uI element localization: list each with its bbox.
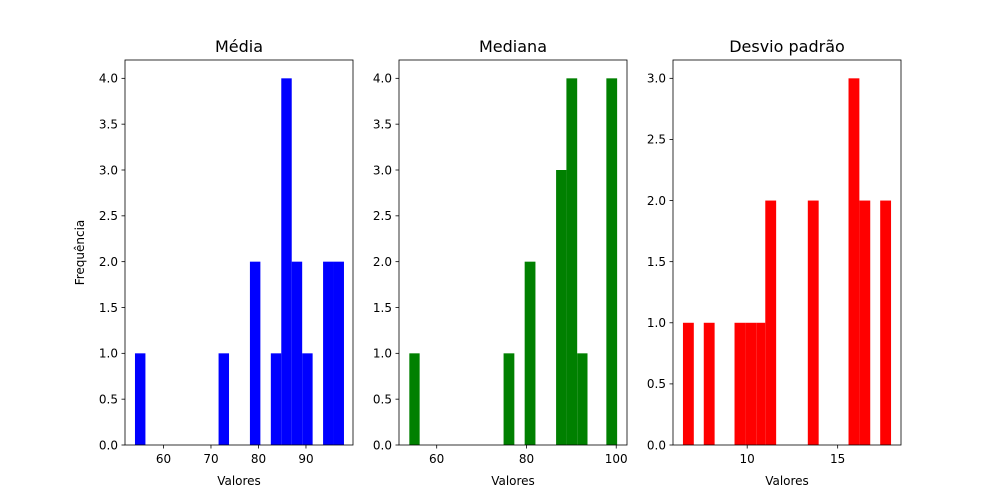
y-tick-label: 3.5 — [99, 117, 118, 131]
x-axis-label: Valores — [491, 474, 535, 488]
y-tick-label: 0.5 — [373, 392, 392, 406]
histogram-bar — [577, 353, 588, 445]
y-tick-label: 3.5 — [373, 117, 392, 131]
x-tick-label: 80 — [251, 452, 266, 466]
subplot-1: 0.0 0.5 1.0 1.5 2.0 2.5 3.0 3.5 4.0 60 70 80 90 Média… — [73, 37, 354, 488]
y-tick-label: 1.5 — [647, 255, 666, 269]
y-tick-label: 2.0 — [647, 194, 666, 208]
histogram-bar — [756, 322, 766, 445]
histogram-bar — [218, 353, 230, 445]
histogram-bar — [503, 353, 515, 445]
histogram-bar — [745, 322, 757, 445]
histogram-bar — [323, 261, 334, 445]
y-tick-label: 4.0 — [99, 72, 118, 86]
x-tick-label: 90 — [298, 452, 313, 466]
histogram-bar — [765, 200, 777, 445]
y-tick-label: 3.0 — [647, 72, 666, 86]
histogram-bar — [524, 261, 536, 445]
histogram-bar — [859, 200, 871, 445]
y-tick-label: 1.5 — [373, 301, 392, 315]
y-tick-label: 1.0 — [647, 316, 666, 330]
histogram-bar — [249, 261, 261, 445]
y-tick-label: 2.5 — [373, 209, 392, 223]
histogram-bar — [281, 78, 292, 445]
histogram-bar — [682, 322, 694, 445]
histogram-bar — [270, 353, 282, 445]
subplot-title: Desvio padrão — [729, 37, 845, 56]
y-tick-label: 3.0 — [99, 163, 118, 177]
histogram-bar — [556, 170, 567, 445]
y-tick-label: 2.5 — [99, 209, 118, 223]
x-tick-label: 15 — [830, 452, 845, 466]
subplot-title: Média — [215, 37, 263, 56]
histogram-bar — [848, 78, 860, 445]
x-tick-label: 10 — [740, 452, 755, 466]
histogram-bar — [333, 261, 344, 445]
y-tick-label: 3.0 — [373, 163, 392, 177]
histogram-bar — [703, 322, 715, 445]
x-tick-label: 60 — [156, 452, 171, 466]
y-tick-label: 0.0 — [99, 438, 118, 452]
x-tick-label: 70 — [203, 452, 218, 466]
y-tick-label: 1.5 — [99, 301, 118, 315]
axes-frame — [124, 59, 354, 446]
subplot-title: Mediana — [479, 37, 547, 56]
y-tick-label: 0.0 — [647, 438, 666, 452]
x-tick-label: 60 — [429, 452, 444, 466]
x-tick-label: 80 — [519, 452, 534, 466]
histogram-bar — [566, 78, 578, 445]
axes-frame — [672, 59, 902, 446]
x-tick-label: 100 — [605, 452, 628, 466]
histogram-bar — [291, 261, 303, 445]
histogram-bar — [880, 200, 892, 445]
y-axis-label: Frequência — [73, 220, 87, 286]
y-tick-label: 0.5 — [647, 377, 666, 391]
subplot-3: 0.0 0.5 1.0 1.5 2.0 2.5 3.0 10 15 Desvio padrão Va… — [647, 37, 902, 488]
histogram-bar — [134, 353, 146, 445]
x-axis-label: Valores — [217, 474, 261, 488]
axes-frame — [398, 59, 628, 446]
histogram-bar — [409, 353, 420, 445]
y-tick-label: 2.0 — [99, 255, 118, 269]
histogram-bar — [734, 322, 746, 445]
y-tick-label: 0.5 — [99, 392, 118, 406]
y-tick-label: 1.0 — [99, 347, 118, 361]
histogram-bar — [606, 78, 618, 445]
y-tick-label: 2.0 — [373, 255, 392, 269]
y-tick-label: 4.0 — [373, 72, 392, 86]
y-tick-label: 2.5 — [647, 133, 666, 147]
histogram-bar — [302, 353, 313, 445]
histogram-bar — [807, 200, 819, 445]
y-tick-label: 1.0 — [373, 347, 392, 361]
x-axis-label: Valores — [765, 474, 809, 488]
subplot-2: 0.0 0.5 1.0 1.5 2.0 2.5 3.0 3.5 4.0 60 80 100 Median… — [373, 37, 628, 488]
y-tick-label: 0.0 — [373, 438, 392, 452]
